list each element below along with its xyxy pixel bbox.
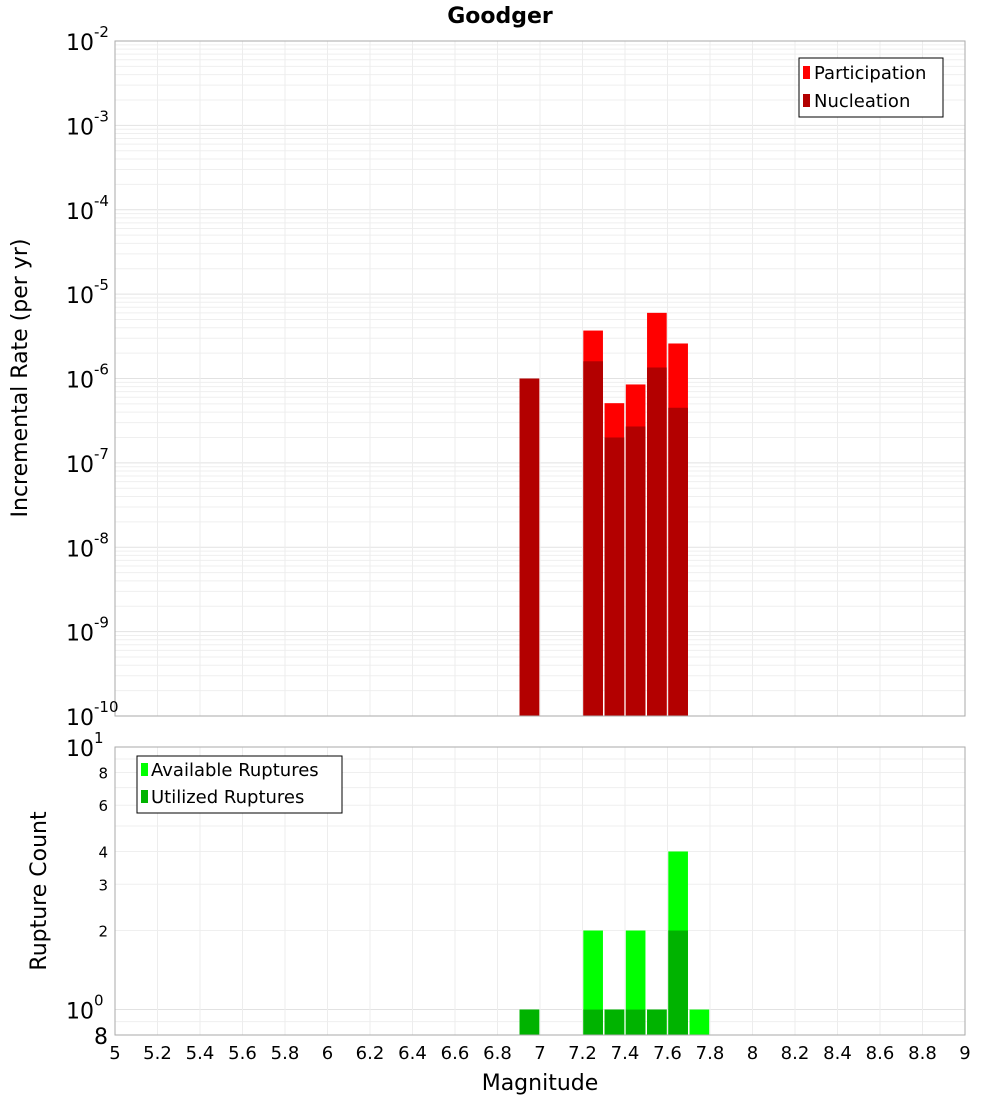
x-tick-label: 5.6 xyxy=(228,1043,257,1064)
legend-swatch xyxy=(141,763,148,776)
y-tick-label: 10 xyxy=(66,537,94,562)
bottom-plot-frame xyxy=(114,746,966,1036)
legend-label: Utilized Ruptures xyxy=(151,787,304,808)
nucleation-bar xyxy=(519,378,540,716)
legend-box xyxy=(798,57,944,118)
x-tick-label: 8 xyxy=(747,1043,758,1064)
utilized-ruptures-bar xyxy=(583,1009,603,1035)
y-tick-exponent: -2 xyxy=(94,23,109,41)
y-tick-label: 10 xyxy=(66,200,94,225)
legend-swatch xyxy=(803,66,810,79)
x-tick-label: 8.8 xyxy=(908,1043,937,1064)
y-tick-label: 10 xyxy=(66,1000,94,1025)
y-bottom-tick-label: 8 xyxy=(94,1025,108,1050)
y-tick-label: 10 xyxy=(66,31,94,56)
y-minor-tick-label: 3 xyxy=(98,876,108,894)
y-minor-tick-label: 8 xyxy=(98,764,108,782)
y-tick-exponent: 0 xyxy=(94,992,104,1010)
x-tick-label: 5.8 xyxy=(271,1043,300,1064)
bottom-y-axis-label: Rupture Count xyxy=(27,811,52,971)
x-tick-label: 5.2 xyxy=(143,1043,172,1064)
utilized-ruptures-bar xyxy=(625,1009,646,1035)
utilized-ruptures-bar xyxy=(604,1009,625,1035)
nucleation-bar xyxy=(625,426,646,716)
utilized-ruptures-bar xyxy=(647,1009,667,1035)
y-tick-exponent: -6 xyxy=(94,361,109,379)
legend-label: Nucleation xyxy=(814,91,910,112)
top-y-axis-label: Incremental Rate (per yr) xyxy=(8,239,33,518)
legend-swatch xyxy=(141,790,148,803)
y-minor-tick-label: 2 xyxy=(98,923,108,941)
x-tick-label: 7.2 xyxy=(568,1043,597,1064)
legend-label: Participation xyxy=(814,63,926,84)
y-tick-exponent: -10 xyxy=(94,698,119,716)
legend-box xyxy=(136,755,343,814)
nucleation-bar xyxy=(604,437,625,716)
y-tick-label: 10 xyxy=(66,284,94,309)
x-axis-label: Magnitude xyxy=(482,1071,599,1096)
x-tick-label: 6.4 xyxy=(398,1043,427,1064)
x-tick-label: 7.6 xyxy=(653,1043,682,1064)
y-tick-exponent: -3 xyxy=(94,107,109,125)
x-tick-label: 7.4 xyxy=(611,1043,640,1064)
y-minor-tick-label: 4 xyxy=(98,843,108,861)
x-tick-label: 6 xyxy=(322,1043,333,1064)
x-tick-label: 6.6 xyxy=(441,1043,470,1064)
x-tick-label: 5.4 xyxy=(186,1043,215,1064)
bottom-bars xyxy=(519,851,710,1035)
legend-label: Available Ruptures xyxy=(151,760,319,781)
y-tick-exponent: -4 xyxy=(94,192,109,210)
available-ruptures-bar xyxy=(625,930,646,1035)
x-tick-label: 8.6 xyxy=(866,1043,895,1064)
top-plot-frame xyxy=(114,40,966,717)
x-tick-label: 5 xyxy=(109,1043,120,1064)
nucleation-bar xyxy=(647,367,667,716)
available-ruptures-bar xyxy=(689,1009,710,1035)
available-ruptures-bar xyxy=(583,930,603,1035)
utilized-ruptures-bar xyxy=(519,1009,540,1035)
x-tick-label: 6.8 xyxy=(483,1043,512,1064)
x-tick-label: 7.8 xyxy=(696,1043,725,1064)
y-tick-label: 10 xyxy=(66,453,94,478)
y-tick-label: 10 xyxy=(66,369,94,394)
y-minor-tick-label: 6 xyxy=(98,797,108,815)
y-tick-exponent: 1 xyxy=(94,729,104,747)
x-tick-label: 7 xyxy=(534,1043,545,1064)
top-grid xyxy=(114,41,966,717)
y-tick-label: 10 xyxy=(66,737,94,762)
bottom-legend: Available Ruptures Utilized Ruptures xyxy=(136,755,343,814)
bottom-grid xyxy=(114,746,966,1035)
legend-swatch xyxy=(803,94,810,107)
y-tick-exponent: -9 xyxy=(94,614,109,632)
y-tick-exponent: -7 xyxy=(94,445,109,463)
y-tick-exponent: -5 xyxy=(94,276,109,294)
x-tick-label: 8.4 xyxy=(823,1043,852,1064)
x-tick-label: 8.2 xyxy=(781,1043,810,1064)
x-ticks: 5 5.2 5.4 5.6 5.8 6 6.2 6.4 6.6 6.8 7 7.2 7.4 7.6 7.8 8… xyxy=(109,1043,970,1064)
top-legend: Participation Nucleation xyxy=(798,57,944,118)
nucleation-bar xyxy=(583,361,603,716)
x-tick-label: 6.2 xyxy=(356,1043,385,1064)
nucleation-bar xyxy=(668,407,688,716)
top-y-ticks: 10-210-310-410-510-610-710-810-910-10 xyxy=(66,23,119,731)
top-bars xyxy=(519,312,688,716)
y-tick-label: 10 xyxy=(66,622,94,647)
utilized-ruptures-bar xyxy=(668,930,688,1035)
y-tick-exponent: -8 xyxy=(94,529,109,547)
y-tick-label: 10 xyxy=(66,706,94,731)
chart-title: Goodger xyxy=(447,4,553,29)
y-tick-label: 10 xyxy=(66,115,94,140)
x-tick-label: 9 xyxy=(959,1043,970,1064)
